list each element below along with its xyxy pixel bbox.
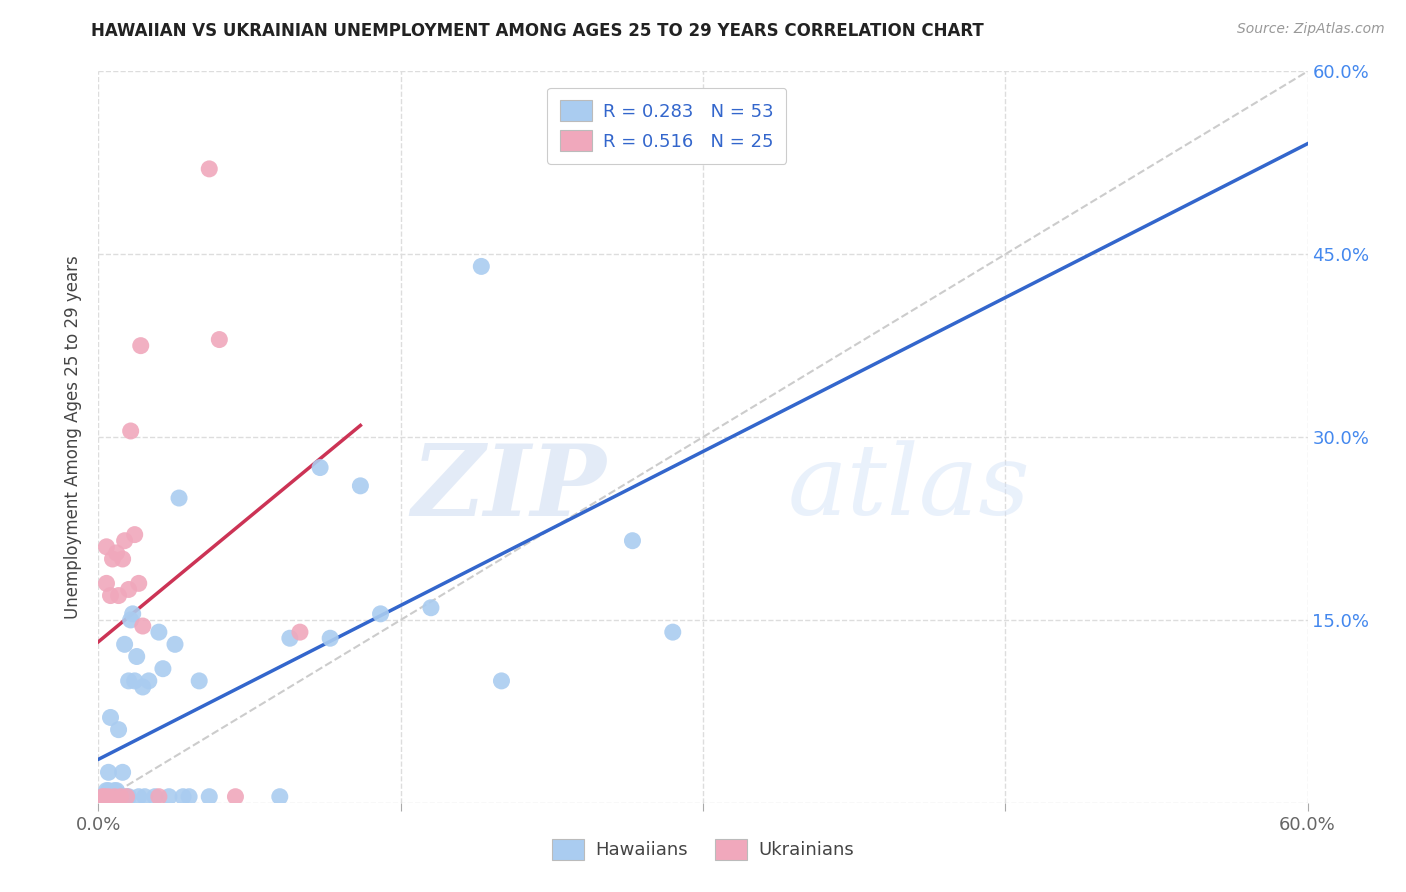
Point [208,333,231,347]
Point [124,673,146,688]
Point [100,589,122,603]
Point [128,789,150,804]
Point [101,789,124,804]
Legend: Hawaiians, Ukrainians: Hawaiians, Ukrainians [544,831,862,867]
Point [93,789,115,804]
Point [114,637,136,651]
Point [105,789,128,804]
Point [661,625,683,640]
Point [100,710,122,724]
Point [118,789,141,804]
Point [91,789,114,804]
Point [148,789,170,804]
Point [96,540,118,554]
Point [491,673,513,688]
Point [278,632,301,646]
Point [269,789,291,804]
Point [96,783,118,797]
Point [118,582,141,597]
Point [103,789,125,804]
Point [96,789,118,804]
Point [132,680,155,694]
Text: HAWAIIAN VS UKRAINIAN UNEMPLOYMENT AMONG AGES 25 TO 29 YEARS CORRELATION CHART: HAWAIIAN VS UKRAINIAN UNEMPLOYMENT AMONG… [91,22,984,40]
Point [93,789,115,804]
Point [134,789,156,804]
Point [198,789,221,804]
Point [111,765,134,780]
Point [125,649,148,664]
Point [309,460,332,475]
Point [105,783,128,797]
Point [152,662,174,676]
Point [115,789,138,804]
Point [110,789,132,804]
Point [129,338,152,352]
Point [132,619,155,633]
Point [121,607,143,621]
Point [103,789,125,804]
Point [163,637,186,651]
Point [91,789,114,804]
Point [128,576,150,591]
Point [115,789,138,804]
Point [105,546,128,560]
Point [110,789,132,804]
Point [120,613,142,627]
Point [621,533,644,548]
Point [120,424,142,438]
Point [114,533,136,548]
Point [157,789,180,804]
Point [188,673,211,688]
Point [97,765,120,780]
Point [111,552,134,566]
Point [107,589,129,603]
Point [420,600,443,615]
Point [118,673,141,688]
Point [101,552,124,566]
Point [349,479,371,493]
Point [138,673,160,688]
Point [288,625,311,640]
Point [103,783,125,797]
Point [198,161,221,176]
Point [97,789,120,804]
Point [143,789,166,804]
Point [319,632,342,646]
Text: Source: ZipAtlas.com: Source: ZipAtlas.com [1237,22,1385,37]
Point [370,607,392,621]
Point [470,260,492,274]
Point [97,783,120,797]
Point [148,625,170,640]
Y-axis label: Unemployment Among Ages 25 to 29 years: Unemployment Among Ages 25 to 29 years [65,255,83,619]
Point [97,789,120,804]
Point [167,491,190,505]
Point [93,789,115,804]
Point [100,789,122,804]
Text: ZIP: ZIP [412,440,606,536]
Point [224,789,246,804]
Point [179,789,201,804]
Point [111,789,134,804]
Point [96,576,118,591]
Point [107,723,129,737]
Point [107,789,129,804]
Point [172,789,194,804]
Text: atlas: atlas [787,441,1031,536]
Point [124,527,146,541]
